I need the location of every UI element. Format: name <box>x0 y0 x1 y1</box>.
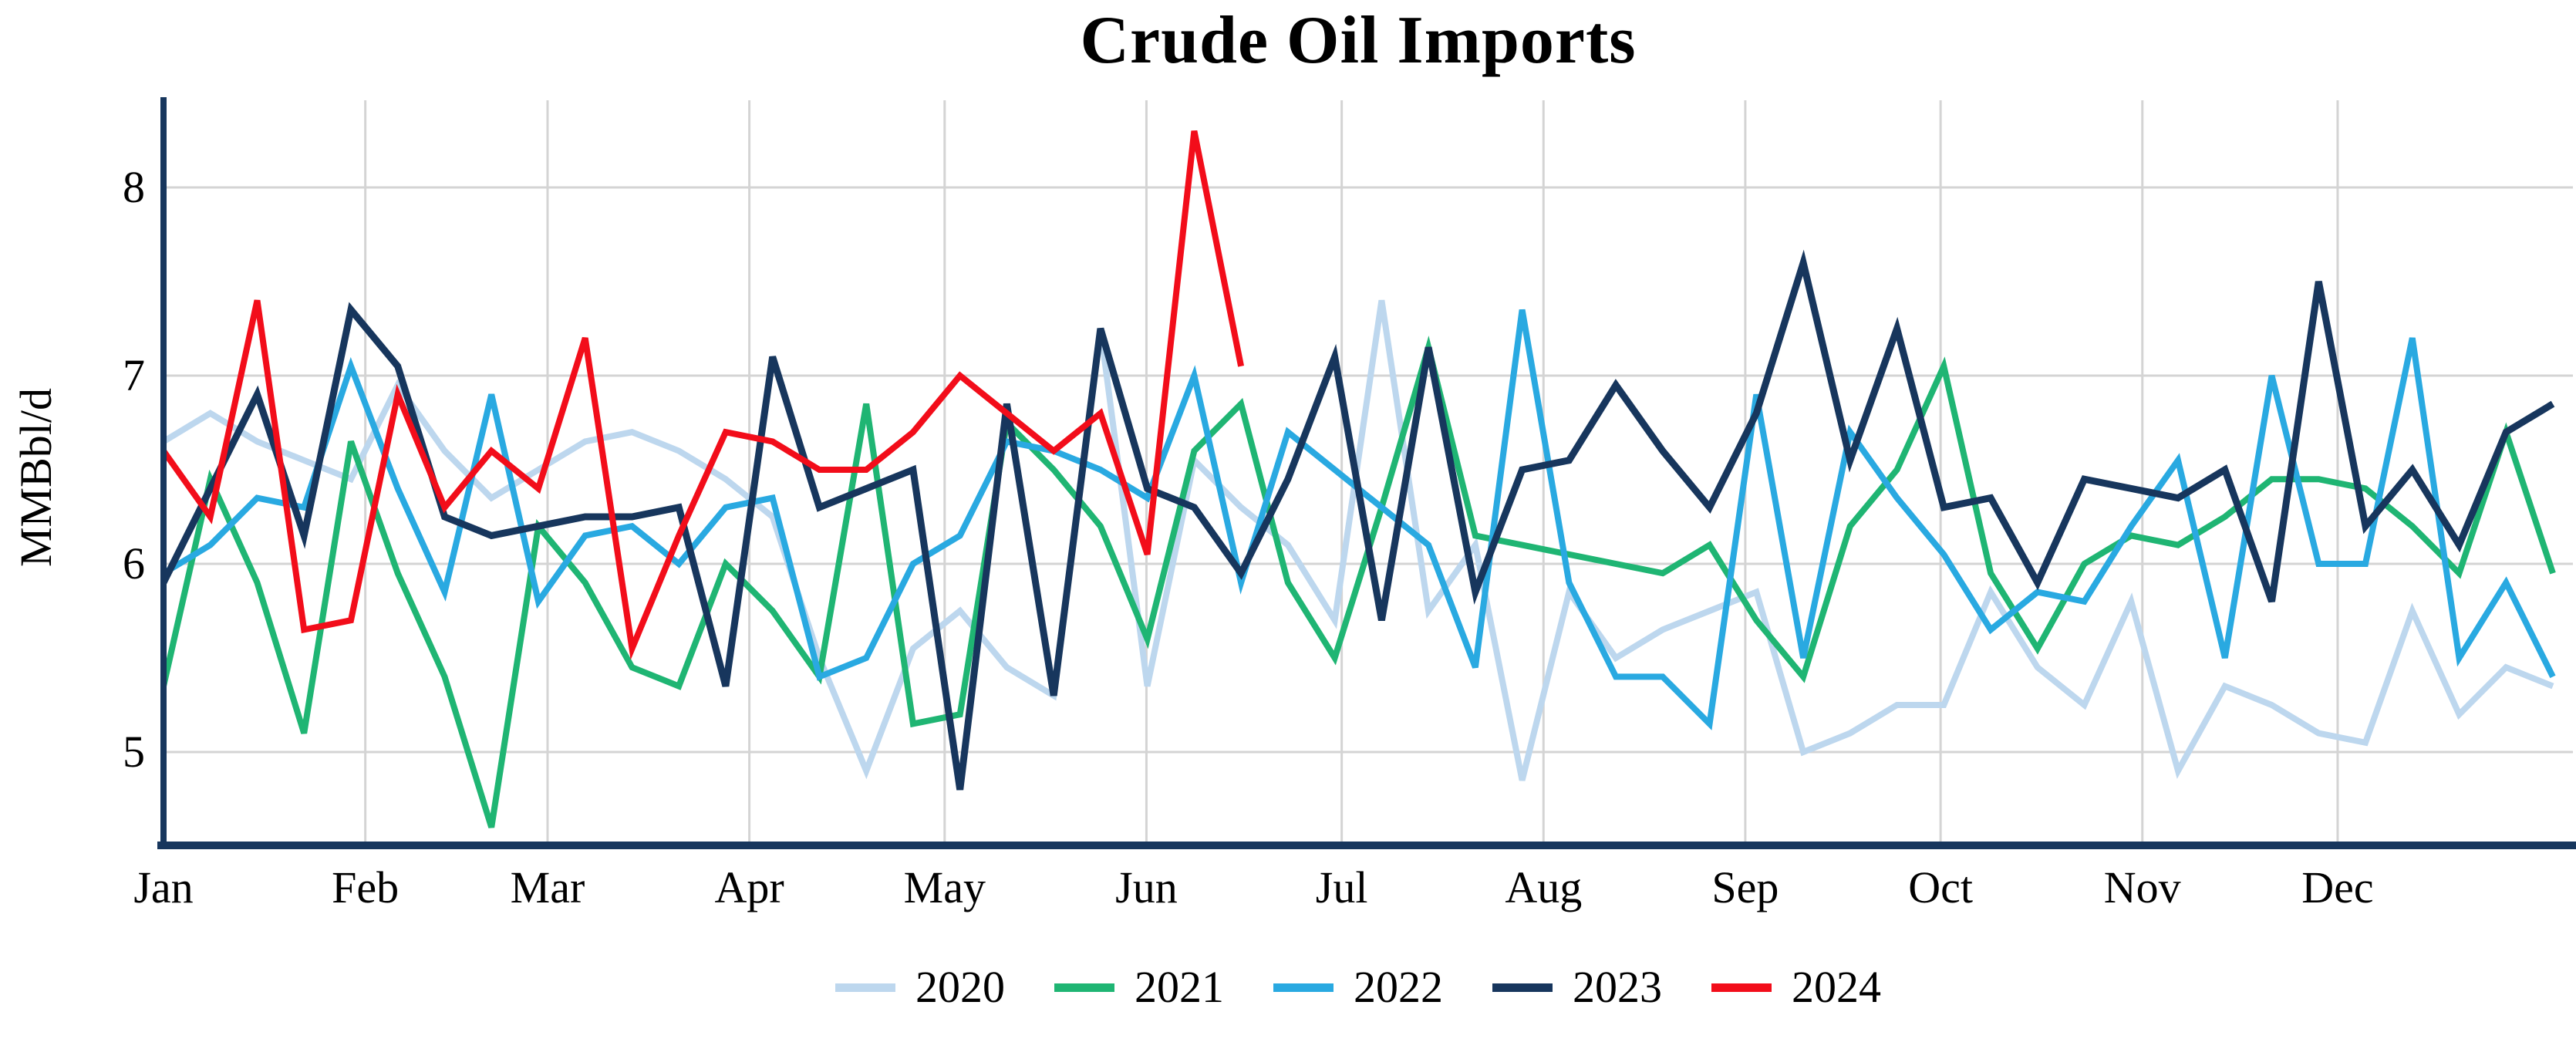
legend-swatch-2021 <box>1054 983 1114 992</box>
legend-swatch-2020 <box>835 983 895 992</box>
legend-item-2021: 2021 <box>1054 963 1224 1012</box>
x-tick-label-jun: Jun <box>1115 862 1178 912</box>
y-tick-label-8: 8 <box>123 162 145 212</box>
legend-swatch-2024 <box>1711 983 1772 992</box>
legend-label-2021: 2021 <box>1135 962 1224 1012</box>
x-tick-label-sep: Sep <box>1711 862 1779 912</box>
x-tick-label-aug: Aug <box>1505 862 1583 912</box>
legend-label-2022: 2022 <box>1354 962 1443 1012</box>
x-tick-label-oct: Oct <box>1908 862 1973 912</box>
legend-label-2023: 2023 <box>1573 962 1662 1012</box>
series-line-2024 <box>160 130 1245 660</box>
y-tick-label-5: 5 <box>123 727 145 777</box>
series-line-2021 <box>160 336 2556 828</box>
legend-swatch-2022 <box>1273 983 1334 992</box>
series-line-2022 <box>161 309 2556 730</box>
legend-item-2020: 2020 <box>835 963 1005 1012</box>
x-tick-label-feb: Feb <box>332 862 400 912</box>
legend-item-2022: 2022 <box>1273 963 1443 1012</box>
legend-swatch-2023 <box>1492 983 1553 992</box>
x-tick-label-may: May <box>903 862 986 912</box>
series-line-2020 <box>161 299 2554 781</box>
x-tick-label-mar: Mar <box>510 862 585 912</box>
x-tick-label-jul: Jul <box>1315 862 1368 912</box>
legend-item-2023: 2023 <box>1492 963 1662 1012</box>
x-tick-label-nov: Nov <box>2103 862 2181 912</box>
legend-label-2020: 2020 <box>915 962 1005 1012</box>
x-tick-label-apr: Apr <box>714 862 784 912</box>
y-tick-label-6: 6 <box>123 538 145 589</box>
series-line-2023 <box>160 249 2555 791</box>
y-tick-label-7: 7 <box>123 350 145 400</box>
x-tick-label-jan: Jan <box>133 862 194 912</box>
chart-legend: 2020 2021 2022 2023 2024 <box>164 963 2553 1012</box>
legend-label-2024: 2024 <box>1792 962 1881 1012</box>
x-tick-label-dec: Dec <box>2301 862 2374 912</box>
legend-item-2024: 2024 <box>1711 963 1881 1012</box>
chart-title: Crude Oil Imports <box>1080 3 1637 78</box>
y-axis-title: MMBbl/d <box>11 387 61 568</box>
